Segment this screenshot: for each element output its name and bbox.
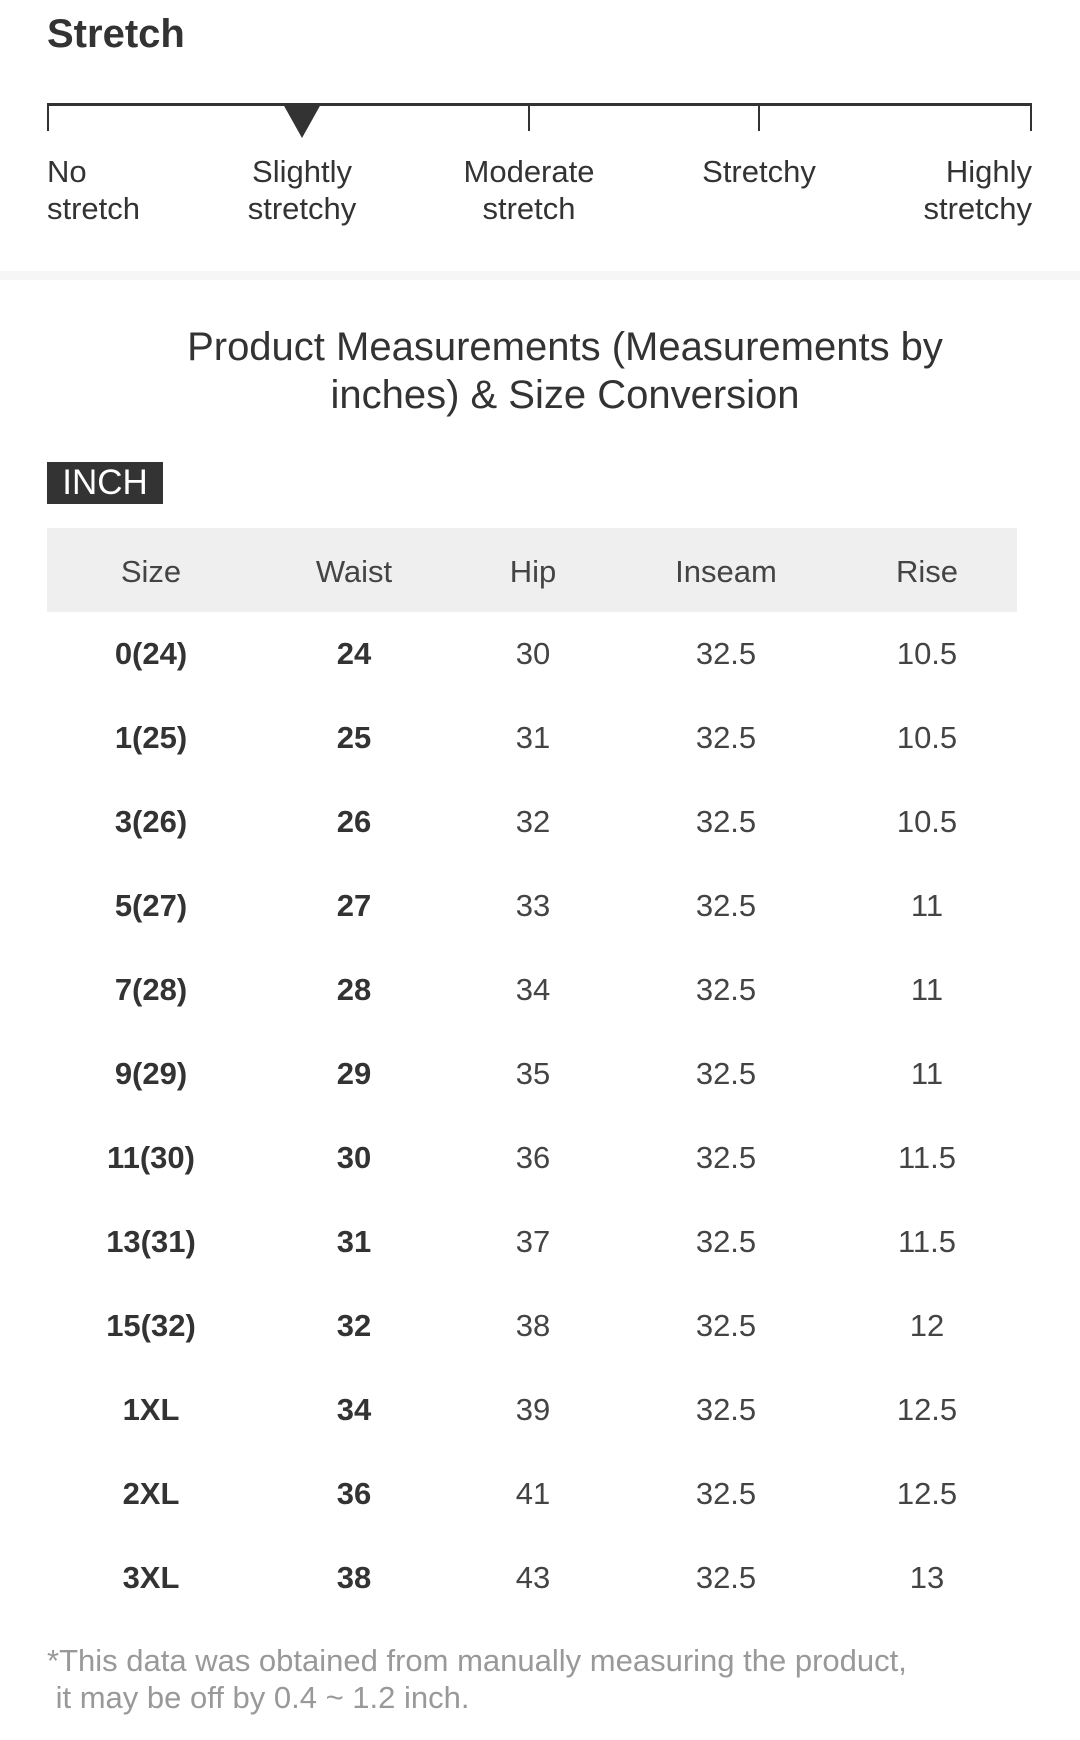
cell-size: 3XL <box>122 1560 180 1595</box>
cell-rise: 10.5 <box>896 804 958 839</box>
header-waist: Waist <box>315 554 393 589</box>
cell-waist: 34 <box>336 1392 372 1427</box>
cell-size: 5(27) <box>114 888 188 923</box>
cell-size: 0(24) <box>114 636 188 671</box>
cell-size: 15(32) <box>106 1308 196 1343</box>
cell-inseam: 32.5 <box>695 888 757 923</box>
cell-inseam: 32.5 <box>695 720 757 755</box>
cell-hip: 35 <box>515 1056 551 1091</box>
cell-waist: 27 <box>336 888 372 923</box>
table-row: 5(27) 27 33 32.5 11 <box>0 864 1080 948</box>
table-row: 7(28) 28 34 32.5 11 <box>0 948 1080 1032</box>
cell-rise: 12 <box>909 1308 945 1343</box>
cell-hip: 38 <box>515 1308 551 1343</box>
section-divider <box>0 271 1080 280</box>
cell-hip: 43 <box>515 1560 551 1595</box>
cell-rise: 10.5 <box>896 636 958 671</box>
table-row: 3(26) 26 32 32.5 10.5 <box>0 780 1080 864</box>
scale-tick <box>1030 103 1032 131</box>
cell-size: 7(28) <box>114 972 188 1007</box>
cell-hip: 33 <box>515 888 551 923</box>
cell-size: 1(25) <box>114 720 188 755</box>
stretch-scale-line <box>47 103 1032 106</box>
cell-inseam: 32.5 <box>695 636 757 671</box>
cell-rise: 11.5 <box>897 1140 957 1175</box>
cell-size: 11(30) <box>107 1140 195 1175</box>
header-inseam: Inseam <box>675 554 777 589</box>
cell-waist: 36 <box>336 1476 372 1511</box>
stretch-level-marker-icon <box>283 104 321 138</box>
cell-rise: 12.5 <box>896 1476 958 1511</box>
cell-rise: 13 <box>909 1560 945 1595</box>
header-size: Size <box>120 554 182 589</box>
table-header: Size Waist Hip Inseam Rise <box>47 528 1017 612</box>
cell-inseam: 32.5 <box>695 1056 757 1091</box>
cell-hip: 30 <box>515 636 551 671</box>
cell-waist: 26 <box>336 804 372 839</box>
cell-size: 9(29) <box>114 1056 188 1091</box>
cell-rise: 11 <box>910 972 944 1007</box>
table-row: 9(29) 29 35 32.5 11 <box>0 1032 1080 1116</box>
table-row: 15(32) 32 38 32.5 12 <box>0 1284 1080 1368</box>
cell-waist: 30 <box>336 1140 372 1175</box>
cell-inseam: 32.5 <box>695 804 757 839</box>
cell-rise: 11 <box>910 1056 944 1091</box>
cell-hip: 39 <box>515 1392 551 1427</box>
table-row: 1(25) 25 31 32.5 10.5 <box>0 696 1080 780</box>
cell-waist: 32 <box>336 1308 372 1343</box>
header-hip: Hip <box>509 554 557 589</box>
table-title: Product Measurements (Measurements by in… <box>187 325 943 417</box>
cell-waist: 31 <box>336 1224 372 1259</box>
stretch-label-highly-stretchy: Highly stretchy <box>923 154 1032 226</box>
cell-waist: 38 <box>336 1560 372 1595</box>
cell-size: 13(31) <box>106 1224 196 1259</box>
cell-hip: 31 <box>515 720 551 755</box>
cell-hip: 37 <box>515 1224 551 1259</box>
cell-hip: 34 <box>515 972 551 1007</box>
cell-inseam: 32.5 <box>695 972 757 1007</box>
stretch-label-slightly-stretchy: Slightly stretchy <box>247 154 357 226</box>
cell-inseam: 32.5 <box>695 1476 757 1511</box>
header-rise: Rise <box>895 554 958 589</box>
cell-size: 2XL <box>122 1476 180 1511</box>
table-row: 3XL 38 43 32.5 13 <box>0 1536 1080 1620</box>
cell-inseam: 32.5 <box>695 1560 757 1595</box>
cell-waist: 24 <box>336 636 372 671</box>
stretch-title: Stretch <box>47 12 185 56</box>
cell-inseam: 32.5 <box>695 1308 757 1343</box>
table-row: 11(30) 30 36 32.5 11.5 <box>0 1116 1080 1200</box>
cell-inseam: 32.5 <box>695 1392 757 1427</box>
cell-hip: 41 <box>515 1476 551 1511</box>
cell-size: 1XL <box>122 1392 180 1427</box>
cell-size: 3(26) <box>114 804 188 839</box>
cell-waist: 25 <box>336 720 372 755</box>
footnote: *This data was obtained from manually me… <box>47 1643 907 1715</box>
cell-rise: 10.5 <box>896 720 958 755</box>
cell-inseam: 32.5 <box>695 1140 757 1175</box>
table-row: 1XL 34 39 32.5 12.5 <box>0 1368 1080 1452</box>
cell-hip: 32 <box>515 804 551 839</box>
stretch-label-stretchy: Stretchy <box>702 154 816 189</box>
cell-inseam: 32.5 <box>695 1224 757 1259</box>
table-row: 13(31) 31 37 32.5 11.5 <box>0 1200 1080 1284</box>
scale-tick <box>47 103 49 131</box>
table-row: 2XL 36 41 32.5 12.5 <box>0 1452 1080 1536</box>
scale-tick <box>528 103 530 131</box>
cell-rise: 11.5 <box>897 1224 957 1259</box>
cell-rise: 12.5 <box>896 1392 958 1427</box>
cell-rise: 11 <box>910 888 944 923</box>
stretch-label-moderate-stretch: Moderate stretch <box>463 154 595 226</box>
stretch-label-no-stretch: No stretch <box>47 154 141 226</box>
cell-hip: 36 <box>515 1140 551 1175</box>
unit-badge: INCH <box>47 462 163 504</box>
table-row: 0(24) 24 30 32.5 10.5 <box>0 612 1080 696</box>
cell-waist: 29 <box>336 1056 372 1091</box>
cell-waist: 28 <box>336 972 372 1007</box>
scale-tick <box>758 103 760 131</box>
